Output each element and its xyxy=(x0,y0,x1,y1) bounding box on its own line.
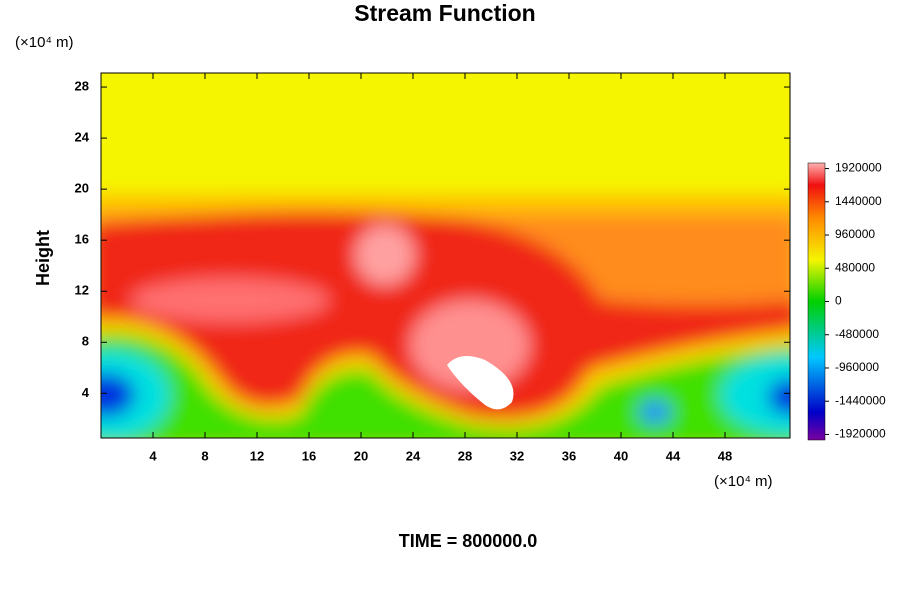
colorbar-tick-label: 1440000 xyxy=(835,194,882,208)
y-tick-label: 28 xyxy=(75,78,89,93)
colorbar-tick-label: -1440000 xyxy=(835,393,886,407)
x-tick-label: 32 xyxy=(510,448,524,463)
colorbar-tick-label: 480000 xyxy=(835,260,875,274)
x-tick-label: 28 xyxy=(458,448,472,463)
y-tick-label: 12 xyxy=(75,283,89,298)
colorbar-tick-label: -960000 xyxy=(835,360,879,374)
x-tick-label: 36 xyxy=(562,448,576,463)
x-tick-label: 8 xyxy=(201,448,208,463)
y-tick-label: 16 xyxy=(75,232,89,247)
y-tick-label: 8 xyxy=(82,334,89,349)
colorbar-tick-label: -1920000 xyxy=(835,427,886,441)
x-tick-label: 40 xyxy=(614,448,628,463)
x-tick-label: 44 xyxy=(666,448,681,463)
annotation: TIME = 800000.0 xyxy=(399,531,538,551)
y-tick-label: 4 xyxy=(82,385,90,400)
colorbar-tick-label: 0 xyxy=(835,294,842,308)
y-unit: (×10⁴ m) xyxy=(15,34,74,51)
chart-title: Stream Function xyxy=(354,0,535,26)
colorbar xyxy=(807,162,826,441)
colorbar-tick-label: 960000 xyxy=(835,227,875,241)
x-tick-label: 48 xyxy=(718,448,732,463)
x-tick-label: 4 xyxy=(149,448,157,463)
x-tick-label: 20 xyxy=(354,448,368,463)
contour-field xyxy=(101,73,790,438)
colorbar-tick-label: -480000 xyxy=(835,327,879,341)
x-tick-label: 24 xyxy=(406,448,421,463)
plot-frame xyxy=(100,72,791,439)
x-tick-label: 12 xyxy=(250,448,264,463)
y-tick-label: 24 xyxy=(75,130,90,145)
colorbar-tick-label: 1920000 xyxy=(835,161,882,175)
x-tick-label: 16 xyxy=(302,448,316,463)
x-unit: (×10⁴ m) xyxy=(714,473,773,490)
y-axis-label: Height xyxy=(33,230,53,286)
y-tick-label: 20 xyxy=(75,181,89,196)
